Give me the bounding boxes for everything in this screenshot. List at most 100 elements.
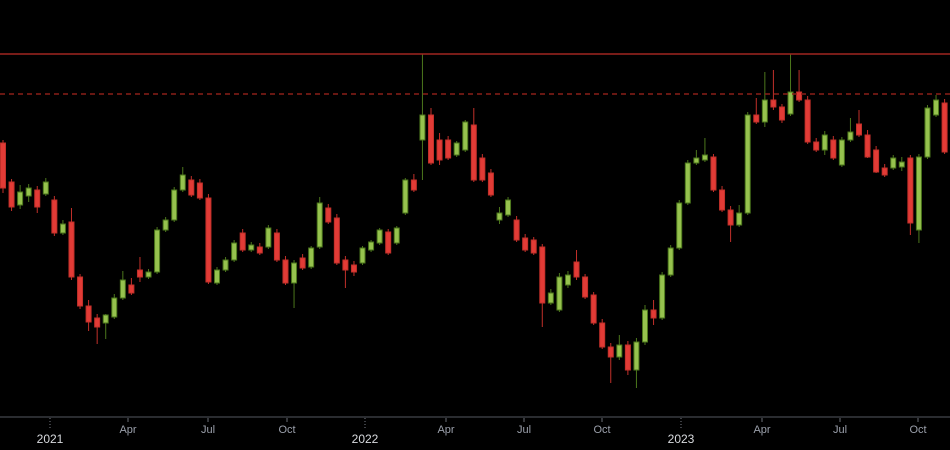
candle-up[interactable] <box>564 271 571 288</box>
candle-down[interactable] <box>727 206 734 242</box>
candle-up[interactable] <box>316 197 323 249</box>
candle-down[interactable] <box>51 196 58 236</box>
candle-down[interactable] <box>513 216 520 242</box>
candle-down[interactable] <box>710 154 717 192</box>
candle-up[interactable] <box>291 260 298 308</box>
candle-down[interactable] <box>256 243 263 255</box>
candle-down[interactable] <box>299 254 306 270</box>
candle-down[interactable] <box>753 98 760 124</box>
candle-up[interactable] <box>890 155 897 170</box>
candle-up[interactable] <box>821 131 828 155</box>
candle-up[interactable] <box>453 141 460 157</box>
candle-up[interactable] <box>633 338 640 388</box>
candle-down[interactable] <box>68 208 75 280</box>
candle-down[interactable] <box>856 110 862 137</box>
candle-up[interactable] <box>676 200 683 250</box>
candle-down[interactable] <box>8 179 15 211</box>
candle-down[interactable] <box>445 136 452 160</box>
candle-down[interactable] <box>624 341 631 375</box>
candle-down[interactable] <box>582 274 589 299</box>
candle-up[interactable] <box>119 271 126 300</box>
candle-up[interactable] <box>933 95 940 117</box>
candle-down[interactable] <box>188 176 195 197</box>
candle-down[interactable] <box>590 292 597 325</box>
candle-down[interactable] <box>881 164 888 177</box>
candle-down[interactable] <box>34 186 41 213</box>
candle-down[interactable] <box>770 70 777 110</box>
candle-down[interactable] <box>530 237 537 255</box>
candle-down[interactable] <box>573 250 580 280</box>
candle-up[interactable] <box>102 314 109 339</box>
candle-up[interactable] <box>265 225 272 249</box>
candle-down[interactable] <box>470 108 477 182</box>
candle-up[interactable] <box>359 246 366 265</box>
candle-up[interactable] <box>659 272 666 320</box>
candle-down[interactable] <box>282 256 289 285</box>
candle-up[interactable] <box>761 72 768 127</box>
candle-up[interactable] <box>111 294 118 319</box>
candle-down[interactable] <box>522 234 529 252</box>
candle-down[interactable] <box>77 274 84 309</box>
candle-up[interactable] <box>838 137 845 167</box>
candle-down[interactable] <box>273 229 280 262</box>
candle-down[interactable] <box>196 179 203 200</box>
candle-up[interactable] <box>17 185 24 209</box>
candle-down[interactable] <box>350 261 357 276</box>
candle-up[interactable] <box>368 240 375 252</box>
candle-down[interactable] <box>607 343 614 383</box>
candle-up[interactable] <box>915 154 922 243</box>
candle-down[interactable] <box>907 155 914 235</box>
candle-up[interactable] <box>667 245 674 277</box>
candle-up[interactable] <box>376 228 383 245</box>
candle-up[interactable] <box>162 217 169 232</box>
candle-down[interactable] <box>410 174 417 192</box>
candle-down[interactable] <box>830 136 837 160</box>
candle-up[interactable] <box>701 138 708 162</box>
candle-down[interactable] <box>487 169 494 197</box>
candle-up[interactable] <box>393 226 400 245</box>
candle-down[interactable] <box>325 204 332 224</box>
candle-down[interactable] <box>804 96 811 144</box>
candle-up[interactable] <box>787 54 794 116</box>
candle-up[interactable] <box>616 335 623 360</box>
candle-up[interactable] <box>744 112 751 215</box>
candle-down[interactable] <box>342 256 349 288</box>
candle-up[interactable] <box>214 267 220 285</box>
candle-down[interactable] <box>479 154 486 182</box>
candle-up[interactable] <box>556 273 563 312</box>
candle-down[interactable] <box>599 319 606 349</box>
candle-down[interactable] <box>650 300 657 325</box>
candle-down[interactable] <box>385 229 392 255</box>
candle-down[interactable] <box>0 140 6 193</box>
candle-down[interactable] <box>85 300 92 331</box>
candle-down[interactable] <box>941 99 948 154</box>
candle-down[interactable] <box>873 146 880 173</box>
candle-down[interactable] <box>778 104 785 123</box>
candle-up[interactable] <box>505 197 512 217</box>
candle-up[interactable] <box>847 118 854 142</box>
candle-up[interactable] <box>222 257 229 272</box>
candle-up[interactable] <box>231 240 238 262</box>
candle-up[interactable] <box>145 269 152 279</box>
candle-down[interactable] <box>128 278 135 295</box>
candle-up[interactable] <box>25 184 32 202</box>
candle-down[interactable] <box>864 130 871 158</box>
candle-up[interactable] <box>684 160 691 205</box>
candle-down[interactable] <box>796 70 803 102</box>
candle-up[interactable] <box>496 207 503 224</box>
candle-up[interactable] <box>462 120 469 152</box>
candle-down[interactable] <box>813 138 820 152</box>
candle-down[interactable] <box>94 314 101 344</box>
candle-up[interactable] <box>154 227 161 274</box>
candle-up[interactable] <box>547 289 554 305</box>
candle-up[interactable] <box>42 178 49 196</box>
time-axis[interactable]: 2021 Apr Jul Oct 2022 Apr Jul Oct 2023 Apr Jul Oct <box>0 416 950 446</box>
candle-up[interactable] <box>419 54 426 180</box>
candle-down[interactable] <box>719 186 726 212</box>
candle-up[interactable] <box>248 242 255 252</box>
candle-up[interactable] <box>642 305 648 345</box>
candle-down[interactable] <box>239 229 246 252</box>
candle-up[interactable] <box>924 105 931 159</box>
candle-down[interactable] <box>539 244 546 327</box>
